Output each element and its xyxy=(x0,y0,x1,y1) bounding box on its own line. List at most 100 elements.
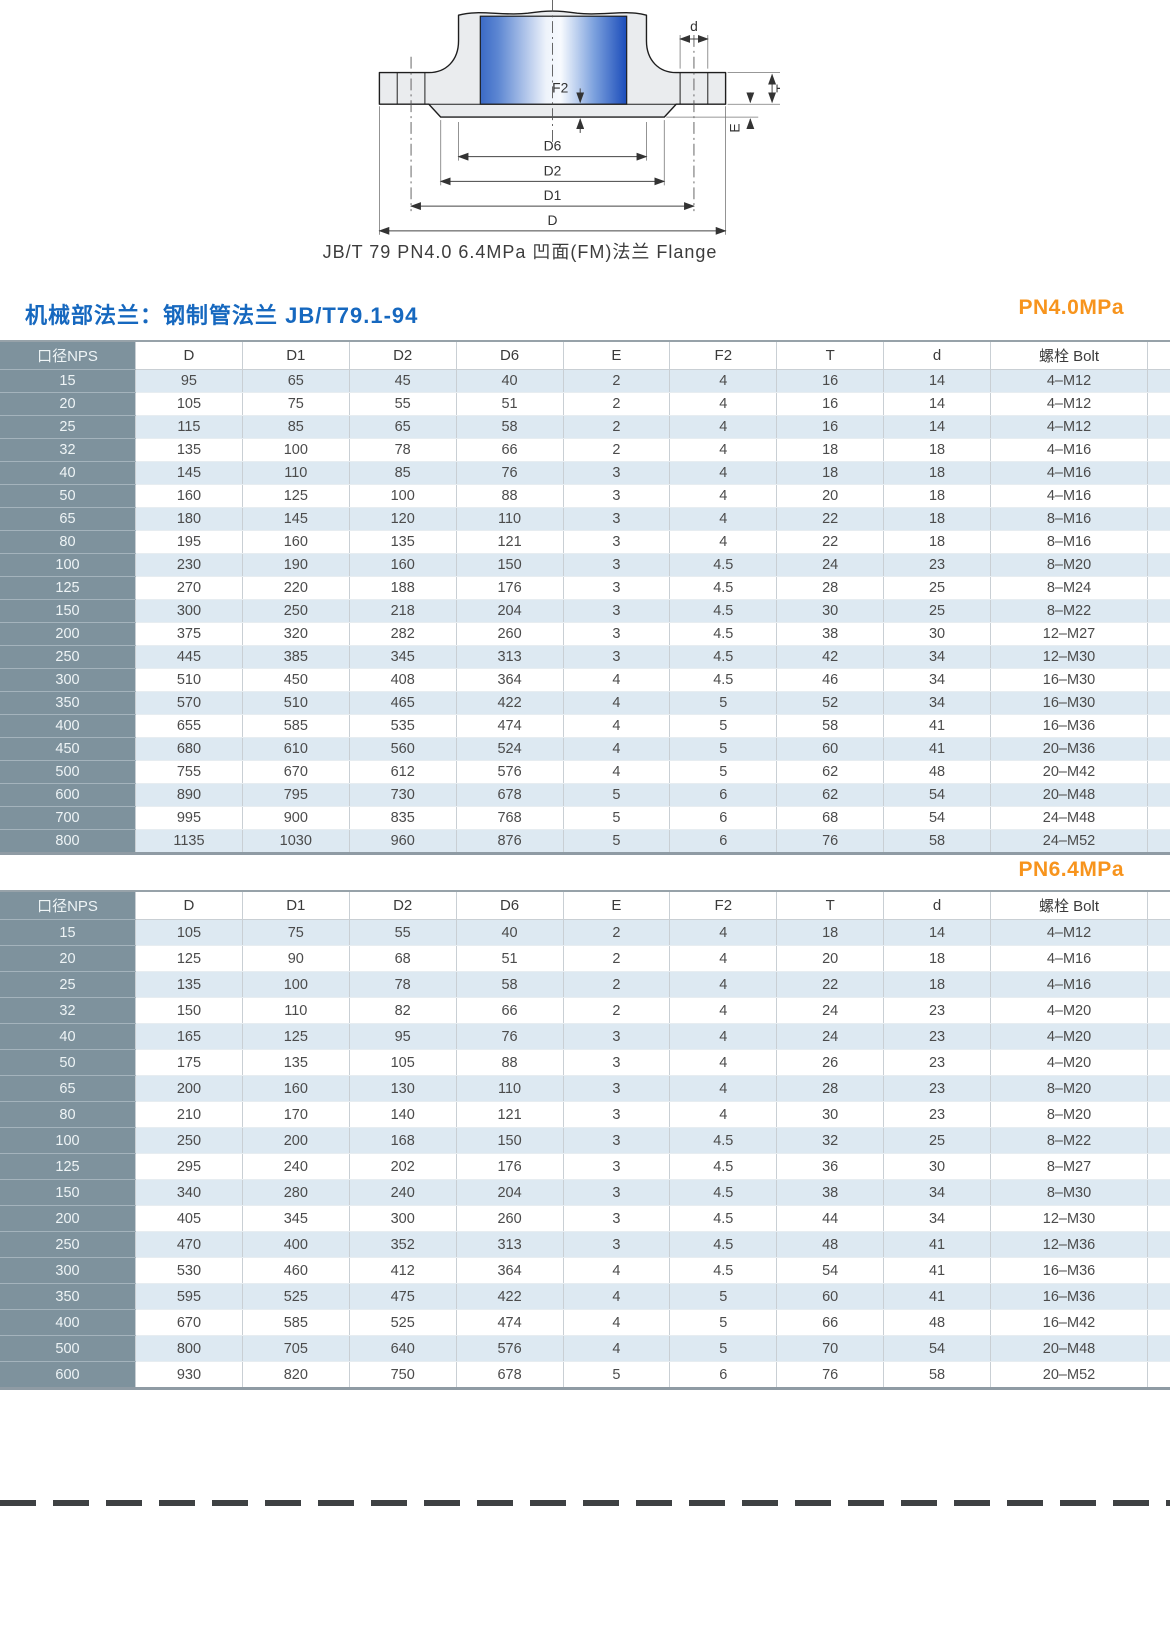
table-cell: 3 xyxy=(562,1075,670,1102)
table-cell: 24 xyxy=(776,1023,884,1050)
table-cell: 78 xyxy=(348,438,457,462)
table-cell: 165 xyxy=(135,1023,243,1050)
table-cell: 12–M36 xyxy=(990,1231,1148,1258)
row-label: 80 xyxy=(0,530,136,554)
flange-drawing-svg: d F2 T E D6 D2 D1 D xyxy=(378,0,780,235)
table-cell: 110 xyxy=(455,1075,563,1102)
clipped-cell xyxy=(1147,599,1170,623)
clipped-cell xyxy=(1147,1179,1170,1206)
table-cell: 576 xyxy=(455,760,563,784)
table-cell: 576 xyxy=(455,1335,563,1362)
table-cell: 110 xyxy=(241,997,350,1024)
table-cell: 76 xyxy=(455,461,563,485)
table-cell: 150 xyxy=(455,553,563,577)
table-cell: 121 xyxy=(455,1101,563,1128)
table-cell: 24–M52 xyxy=(990,829,1148,854)
table-cell: 100 xyxy=(241,438,350,462)
table-cell: 8–M27 xyxy=(990,1153,1148,1180)
table-cell: 20–M48 xyxy=(990,783,1148,807)
table-cell: 995 xyxy=(135,806,243,830)
table-cell: 364 xyxy=(455,1257,563,1284)
clipped-cell xyxy=(1147,1309,1170,1336)
table-cell: 20 xyxy=(776,945,884,972)
table-cell: 340 xyxy=(135,1179,243,1206)
table-cell: 41 xyxy=(883,714,991,738)
table-cell: 876 xyxy=(455,829,563,854)
table-cell: 5 xyxy=(669,1335,777,1362)
table-cell: 510 xyxy=(135,668,243,692)
table-cell: 45 xyxy=(348,369,457,393)
row-label: 125 xyxy=(0,1153,136,1180)
table-cell: 78 xyxy=(348,971,457,998)
clipped-cell xyxy=(1147,737,1170,761)
row-label: 200 xyxy=(0,622,136,646)
table-cell: 76 xyxy=(455,1023,563,1050)
table-cell: 16–M36 xyxy=(990,714,1148,738)
table-cell: 23 xyxy=(883,553,991,577)
table-cell: 16–M30 xyxy=(990,668,1148,692)
table-cell: 4 xyxy=(562,737,670,761)
table-cell: 4–M12 xyxy=(990,919,1148,946)
table-row: 250 470 400 352 313 3 4.5 48 41 12–M36 xyxy=(0,1231,1170,1258)
clipped-cell xyxy=(1147,1023,1170,1050)
table-row: 150 340 280 240 204 3 4.5 38 34 8–M30 xyxy=(0,1179,1170,1206)
table-cell: 4–M16 xyxy=(990,484,1148,508)
table-cell: 160 xyxy=(241,530,350,554)
column-header: D6 xyxy=(455,891,563,920)
clipped-cell xyxy=(1147,971,1170,998)
table-row: 65 200 160 130 110 3 4 28 23 8–M20 xyxy=(0,1075,1170,1102)
table-row: 20 105 75 55 51 2 4 16 14 4–M12 xyxy=(0,392,1170,416)
column-header: F2 xyxy=(669,341,777,370)
table-cell: 54 xyxy=(883,1335,991,1362)
table-cell: 16 xyxy=(776,392,884,416)
table-cell: 20 xyxy=(776,484,884,508)
table-cell: 655 xyxy=(135,714,243,738)
table-cell: 18 xyxy=(883,971,991,998)
clipped-column xyxy=(1147,891,1170,920)
table-cell: 4 xyxy=(669,1049,777,1076)
table-cell: 58 xyxy=(455,415,563,439)
table-row: 125 295 240 202 176 3 4.5 36 30 8–M27 xyxy=(0,1153,1170,1180)
table-cell: 2 xyxy=(562,415,670,439)
table-cell: 4 xyxy=(669,507,777,531)
row-label: 400 xyxy=(0,714,136,738)
table-cell: 4.5 xyxy=(669,1231,777,1258)
table-cell: 8–M16 xyxy=(990,530,1148,554)
table-cell: 88 xyxy=(455,484,563,508)
table-cell: 474 xyxy=(455,1309,563,1336)
table-cell: 40 xyxy=(455,919,563,946)
table-cell: 75 xyxy=(241,919,350,946)
table-cell: 95 xyxy=(135,369,243,393)
table-cell: 525 xyxy=(348,1309,457,1336)
row-label: 800 xyxy=(0,829,136,854)
table-row: 80 195 160 135 121 3 4 22 18 8–M16 xyxy=(0,530,1170,554)
table-row: 500 800 705 640 576 4 5 70 54 20–M48 xyxy=(0,1335,1170,1362)
clipped-cell xyxy=(1147,1153,1170,1180)
dim-label-d2: D2 xyxy=(544,162,562,178)
table-cell: 4 xyxy=(562,714,670,738)
table-cell: 160 xyxy=(241,1075,350,1102)
table-cell: 475 xyxy=(348,1283,457,1310)
table-cell: 150 xyxy=(455,1127,563,1154)
table-cell: 530 xyxy=(135,1257,243,1284)
table-cell: 3 xyxy=(562,576,670,600)
dim-label-dd: D xyxy=(548,212,558,228)
clipped-cell xyxy=(1147,1101,1170,1128)
table-cell: 4 xyxy=(669,530,777,554)
row-label: 600 xyxy=(0,1361,136,1389)
table-cell: 3 xyxy=(562,1023,670,1050)
table-cell: 640 xyxy=(348,1335,457,1362)
table-cell: 3 xyxy=(562,1205,670,1232)
clipped-cell xyxy=(1147,369,1170,393)
table-cell: 465 xyxy=(348,691,457,715)
table-cell: 4–M16 xyxy=(990,438,1148,462)
flange-bore xyxy=(479,15,628,105)
row-label: 40 xyxy=(0,461,136,485)
row-label: 350 xyxy=(0,1283,136,1310)
table-cell: 110 xyxy=(455,507,563,531)
table-cell: 24 xyxy=(776,997,884,1024)
clipped-cell xyxy=(1147,392,1170,416)
table-cell: 204 xyxy=(455,1179,563,1206)
table-cell: 34 xyxy=(883,1205,991,1232)
